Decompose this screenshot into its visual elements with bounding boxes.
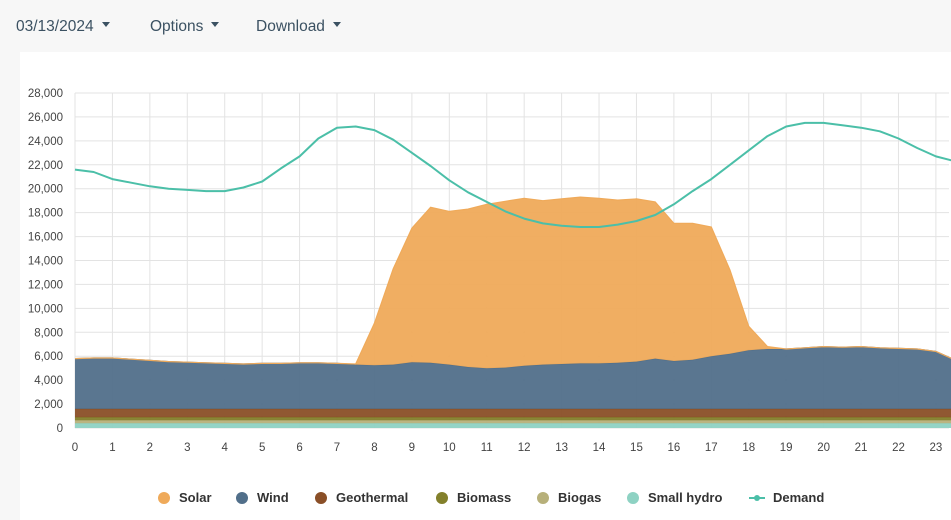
legend-label: Wind [257, 490, 289, 505]
options-dropdown[interactable]: Options [150, 18, 220, 36]
y-tick-label: 24,000 [28, 136, 63, 148]
download-dropdown-label: Download [256, 18, 325, 35]
x-tick-label: 12 [518, 442, 531, 454]
area-geothermal[interactable] [75, 408, 951, 418]
legend-label: Biogas [558, 490, 602, 505]
chevron-down-icon [101, 22, 110, 28]
date-dropdown[interactable]: 03/13/2024 [16, 18, 110, 36]
x-tick-label: 2 [147, 442, 153, 454]
chevron-down-icon [332, 22, 341, 28]
y-tick-label: 18,000 [28, 208, 63, 220]
y-tick-label: 6,000 [34, 351, 63, 363]
date-dropdown-label: 03/13/2024 [16, 18, 94, 35]
x-tick-label: 3 [184, 442, 190, 454]
y-tick-label: 0 [57, 423, 63, 435]
area-wind[interactable] [75, 346, 951, 409]
line-demand[interactable] [74, 121, 951, 228]
chart-toolbar: 03/13/2024 Options Download [0, 0, 951, 52]
x-tick-label: 18 [742, 442, 755, 454]
area-biogas[interactable] [75, 420, 951, 424]
legend-dot-icon [315, 491, 327, 504]
x-tick-label: 23 [930, 442, 943, 454]
legend-label: Geothermal [336, 490, 409, 505]
x-tick-label: 20 [817, 442, 830, 454]
legend-label: Solar [179, 490, 212, 505]
y-tick-label: 28,000 [28, 88, 63, 100]
legend-label: Demand [773, 490, 825, 505]
y-tick-label: 16,000 [28, 232, 63, 244]
y-tick-label: 22,000 [28, 160, 63, 172]
legend-item-biogas[interactable]: Biogas [537, 490, 601, 505]
x-tick-label: 13 [555, 442, 568, 454]
chevron-down-icon [211, 22, 220, 28]
y-tick-label: 20,000 [28, 184, 63, 196]
x-tick-label: 9 [409, 442, 415, 454]
y-tick-label: 4,000 [34, 375, 63, 387]
legend-item-geothermal[interactable]: Geothermal [315, 490, 408, 505]
legend-item-small-hydro[interactable]: Small hydro [627, 490, 722, 505]
x-tick-label: 16 [667, 442, 680, 454]
x-tick-label: 5 [259, 442, 265, 454]
legend-item-solar[interactable]: Solar [158, 490, 212, 505]
legend-label: Biomass [457, 490, 512, 505]
download-dropdown[interactable]: Download [256, 18, 341, 36]
area-solar[interactable] [75, 197, 951, 369]
legend-dot-icon [158, 491, 170, 504]
x-tick-label: 14 [593, 442, 606, 454]
x-tick-label: 0 [72, 442, 78, 454]
x-tick-label: 6 [296, 442, 302, 454]
legend-dot-icon [236, 491, 248, 504]
x-axis: 0 1 2 3 4 5 6 7 8 9 10 11 12 13 14 15 16 17 18 19 20 21 22 23 [72, 442, 943, 454]
y-axis: 0 2,000 4,000 6,000 8,000 10,000 12,000 14,000 1… [28, 88, 63, 435]
area-edge-solar [74, 196, 951, 365]
chart-areas [74, 196, 951, 428]
y-tick-label: 14,000 [28, 256, 63, 268]
legend-item-wind[interactable]: Wind [236, 490, 289, 505]
x-tick-label: 19 [780, 442, 793, 454]
x-tick-label: 4 [222, 442, 229, 454]
y-tick-label: 2,000 [34, 399, 63, 411]
x-tick-label: 17 [705, 442, 718, 454]
legend-dot-icon [537, 491, 549, 504]
legend-line-marker-icon [749, 492, 765, 504]
x-tick-label: 10 [443, 442, 456, 454]
y-tick-label: 12,000 [28, 279, 63, 291]
area-small-hydro[interactable] [75, 423, 951, 428]
x-tick-label: 1 [109, 442, 115, 454]
x-tick-label: 22 [892, 442, 905, 454]
legend-dot-icon [436, 491, 448, 504]
legend-item-biomass[interactable]: Biomass [436, 490, 511, 505]
x-tick-label: 21 [855, 442, 868, 454]
legend-dot-icon [627, 491, 639, 504]
y-tick-label: 26,000 [28, 112, 63, 124]
legend-label: Small hydro [648, 490, 723, 505]
x-tick-label: 7 [334, 442, 340, 454]
options-dropdown-label: Options [150, 18, 204, 35]
chart-lines [74, 121, 951, 228]
legend-item-demand[interactable]: Demand [749, 490, 824, 505]
x-tick-label: 11 [481, 442, 493, 454]
y-tick-label: 10,000 [28, 303, 63, 315]
y-tick-label: 8,000 [34, 327, 63, 339]
x-tick-label: 15 [630, 442, 643, 454]
area-biomass[interactable] [75, 417, 951, 421]
x-tick-label: 8 [371, 442, 377, 454]
chart-legend: Solar Wind Geothermal Biomass Biogas Small hy… [0, 486, 951, 510]
